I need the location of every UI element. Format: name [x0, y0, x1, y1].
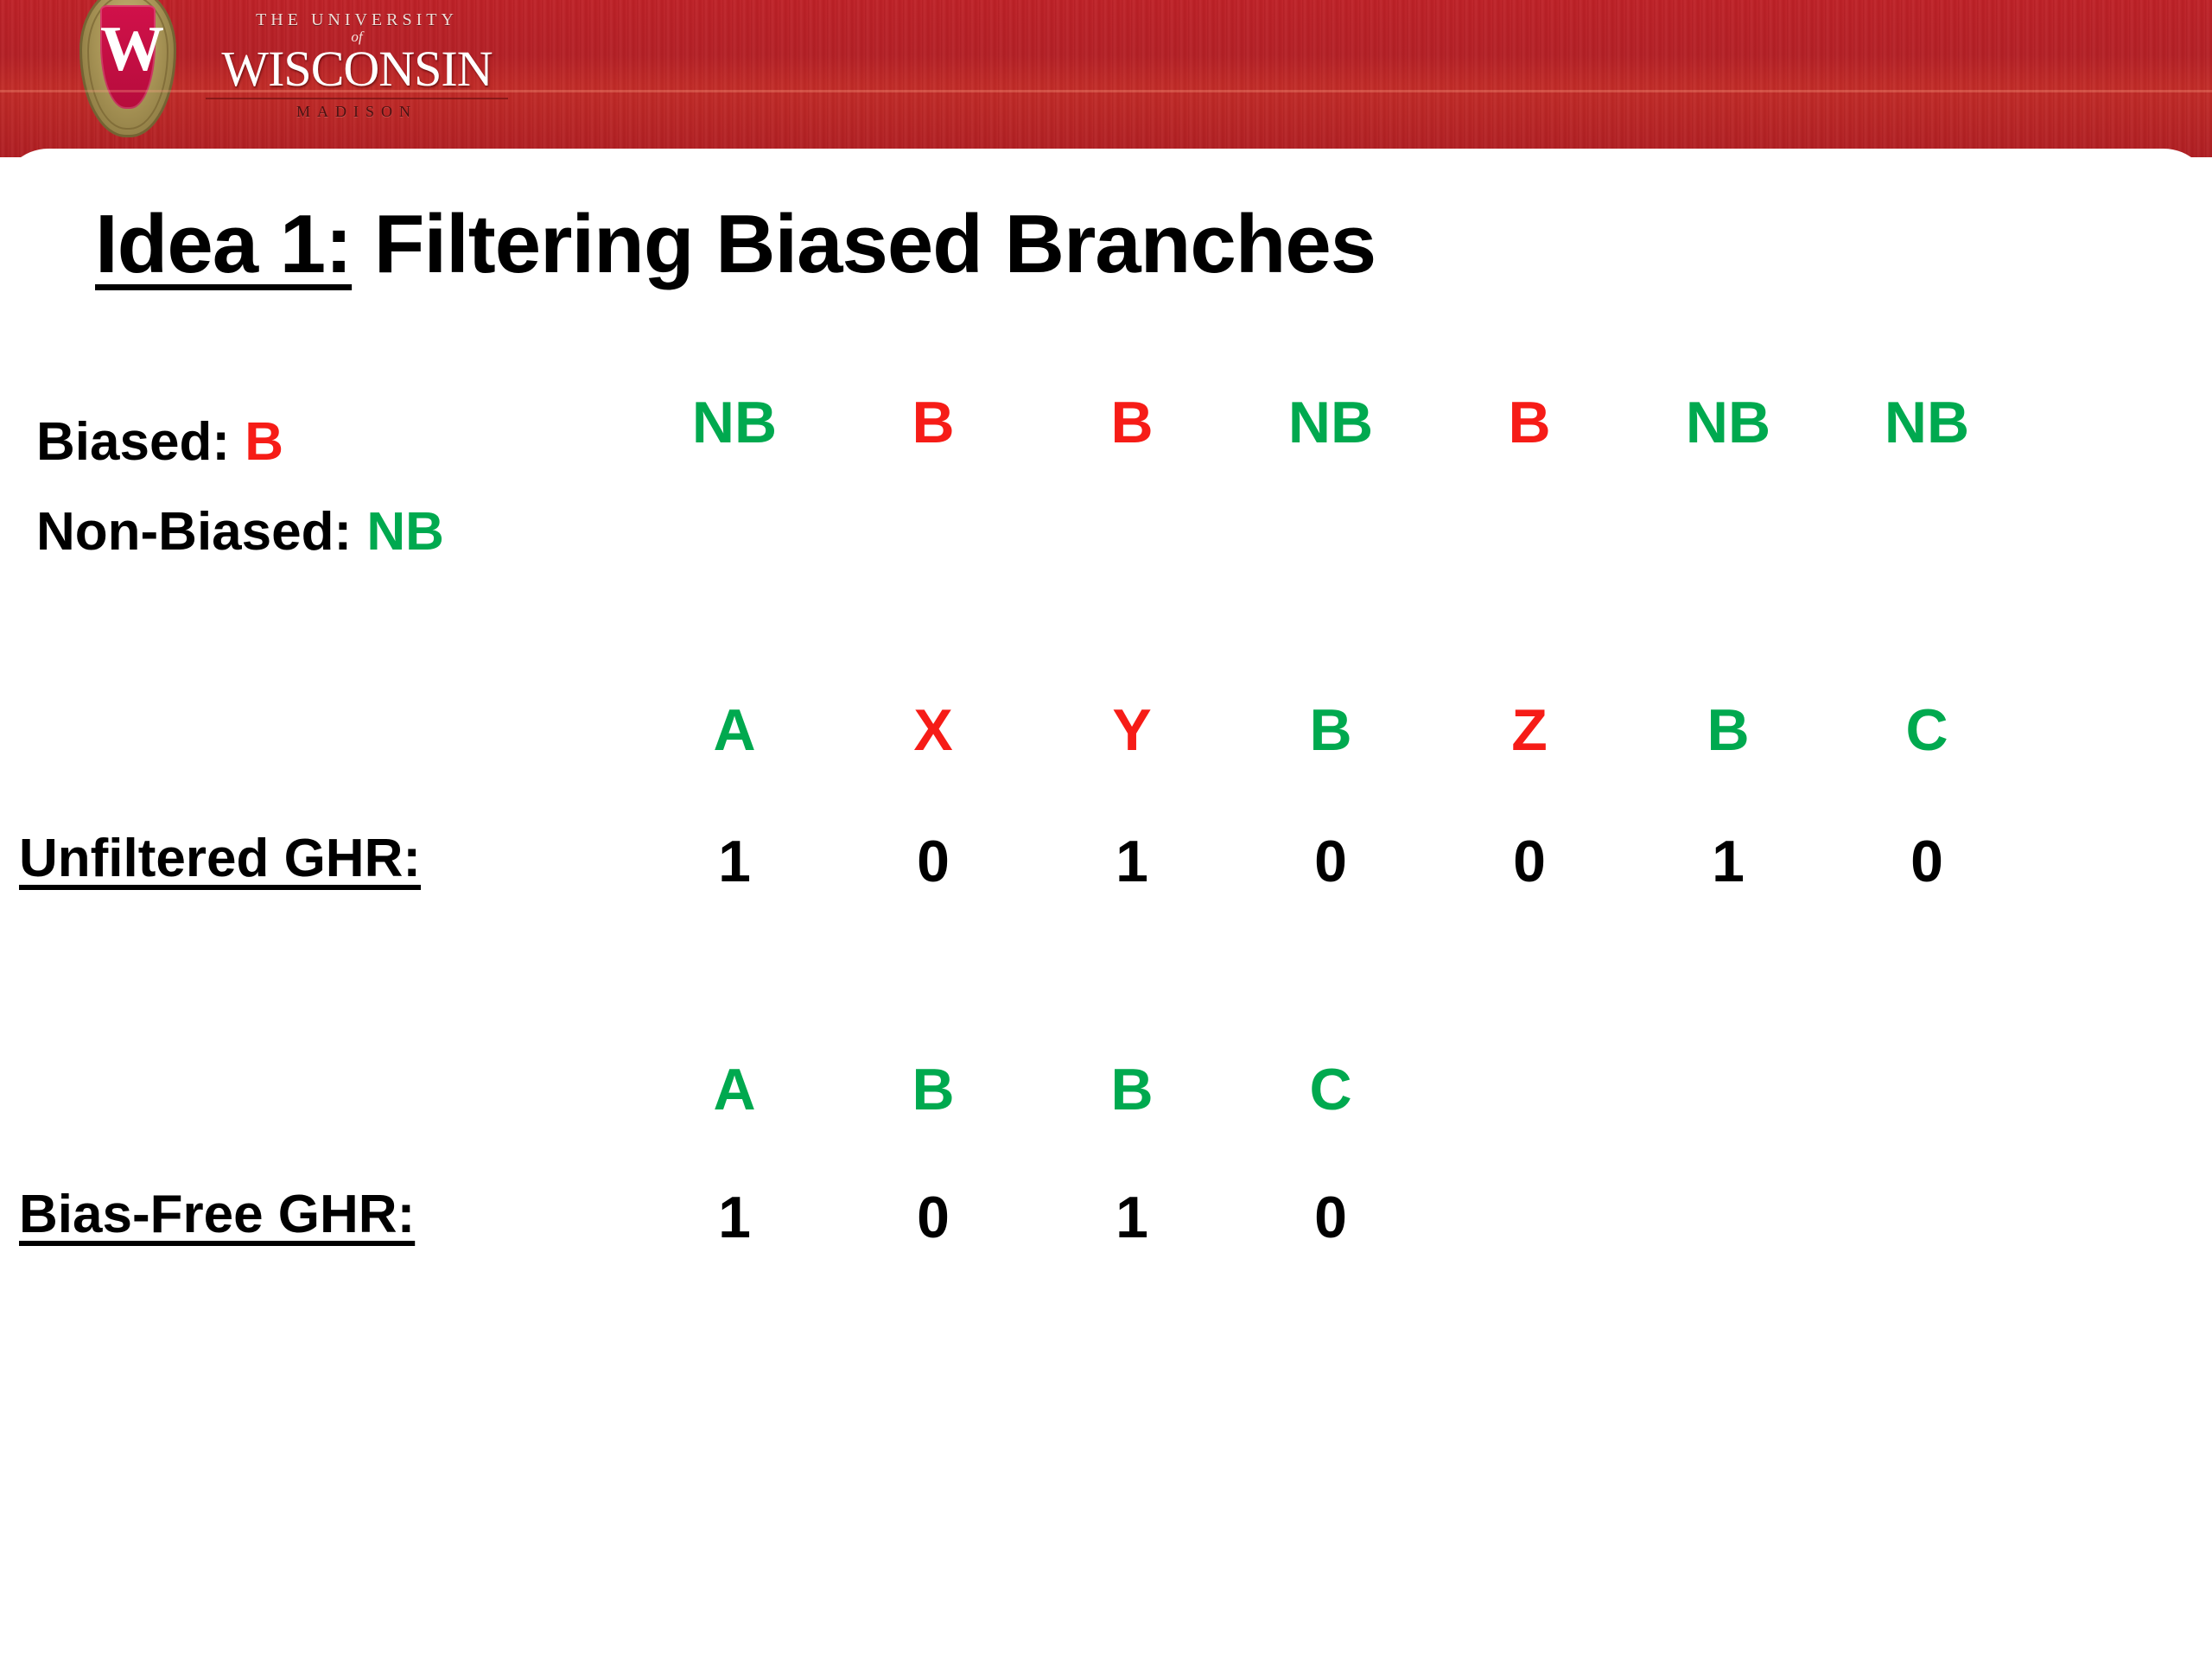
legend-block: Biased: B Non-Biased: NB: [36, 397, 444, 577]
wordmark-line-of: of: [351, 29, 363, 45]
bias-free-tag-cell-4: C: [1309, 1057, 1352, 1122]
unfiltered-tag-cell-4: B: [1309, 697, 1352, 763]
legend-row-biased: Biased: B: [36, 397, 444, 487]
unfiltered-tag-cell-2: X: [913, 697, 953, 763]
legend-nonbiased-token: NB: [366, 502, 444, 562]
unfiltered-tag-cell-6: B: [1707, 697, 1750, 763]
bias-free-tag-cell-3: B: [1110, 1057, 1154, 1122]
uw-wordmark: THE UNIVERSITY of WISCONSIN MADISON: [197, 10, 517, 121]
branch-type-cell-2: B: [912, 390, 955, 455]
legend-biased-label: Biased:: [36, 412, 230, 472]
wordmark-line-wisconsin: WISCONSIN: [221, 41, 493, 97]
unfiltered-bit-cell-1: 1: [718, 829, 751, 894]
unfiltered-bit-cell-7: 0: [1910, 829, 1943, 894]
branch-type-cell-4: NB: [1287, 390, 1374, 455]
unfiltered-tag-cell-3: Y: [1112, 697, 1152, 763]
wordmark-line-madison: MADISON: [296, 103, 417, 120]
bias-free-bit-cell-2: 0: [917, 1185, 950, 1250]
slide-content-panel: [0, 149, 2212, 1659]
bias-free-tag-cell-1: A: [713, 1057, 756, 1122]
ghr-columns-grid: NB B B NB B NB NB A X Y B Z B C 1 0 1 0 0 1 0 A B B C 1 0 1 0: [657, 0, 2177, 1659]
bias-free-bit-cell-3: 1: [1116, 1185, 1148, 1250]
unfiltered-bit-cell-4: 0: [1314, 829, 1347, 894]
branch-type-cell-3: B: [1110, 390, 1154, 455]
branch-type-cell-1: NB: [691, 390, 778, 455]
legend-nonbiased-label: Non-Biased:: [36, 502, 353, 562]
slide-title-rest: Filtering Biased Branches: [352, 198, 1376, 290]
unfiltered-tag-cell-7: C: [1905, 697, 1948, 763]
wordmark-divider: [206, 98, 508, 99]
unfiltered-bit-cell-5: 0: [1513, 829, 1546, 894]
unfiltered-bit-cell-2: 0: [917, 829, 950, 894]
branch-type-cell-6: NB: [1685, 390, 1771, 455]
uw-crest-icon: W: [79, 0, 176, 137]
legend-biased-token: B: [245, 412, 283, 472]
bias-free-tag-cell-2: B: [912, 1057, 955, 1122]
unfiltered-bit-cell-6: 1: [1712, 829, 1745, 894]
row-label-bias-free-ghr: Bias-Free GHR:: [19, 1185, 416, 1244]
slide-title: Idea 1: Filtering Biased Branches: [95, 197, 1376, 292]
bias-free-bit-cell-4: 0: [1314, 1185, 1347, 1250]
bias-free-bit-cell-1: 1: [718, 1185, 751, 1250]
unfiltered-tag-cell-1: A: [713, 697, 756, 763]
branch-type-cell-5: B: [1508, 390, 1551, 455]
branch-type-cell-7: NB: [1884, 390, 1970, 455]
wordmark-line-university: THE UNIVERSITY: [256, 10, 458, 29]
row-label-unfiltered-ghr: Unfiltered GHR:: [19, 829, 421, 888]
slide-title-prefix: Idea 1:: [95, 198, 353, 290]
crest-w-letter: W: [100, 14, 164, 85]
unfiltered-bit-cell-3: 1: [1116, 829, 1148, 894]
uw-header-band: W THE UNIVERSITY of WISCONSIN MADISON: [0, 0, 2212, 157]
unfiltered-tag-cell-5: Z: [1511, 697, 1548, 763]
legend-row-nonbiased: Non-Biased: NB: [36, 487, 444, 577]
